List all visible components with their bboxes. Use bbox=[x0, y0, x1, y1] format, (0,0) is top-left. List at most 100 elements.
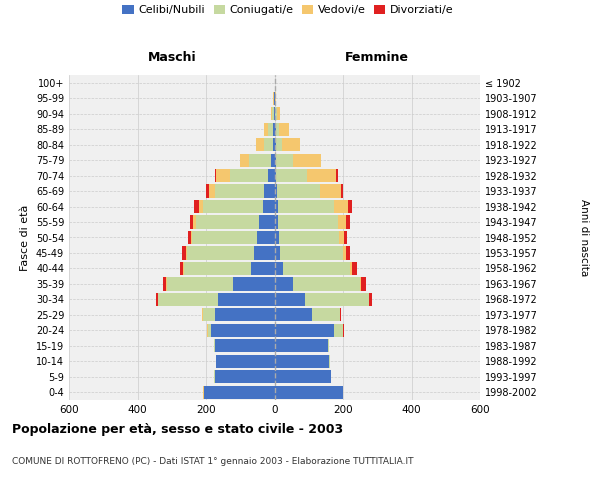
Bar bbox=[233, 278, 275, 290]
Bar bbox=[293, 154, 321, 166]
Bar bbox=[275, 184, 277, 198]
Bar bbox=[216, 354, 275, 368]
Bar bbox=[276, 154, 293, 166]
Bar bbox=[259, 216, 275, 228]
Bar bbox=[156, 293, 158, 306]
Bar bbox=[341, 184, 343, 198]
Bar bbox=[215, 308, 275, 322]
Bar bbox=[180, 262, 183, 275]
Bar bbox=[275, 293, 305, 306]
Bar bbox=[215, 370, 275, 384]
Legend: Celibi/Nubili, Coniugati/e, Vedovi/e, Divorziati/e: Celibi/Nubili, Coniugati/e, Vedovi/e, Di… bbox=[118, 0, 458, 20]
Bar bbox=[277, 107, 280, 120]
Bar bbox=[307, 169, 336, 182]
Bar bbox=[343, 246, 346, 260]
Bar bbox=[263, 200, 275, 213]
Bar bbox=[278, 231, 338, 244]
Bar bbox=[275, 386, 343, 399]
Bar bbox=[257, 231, 275, 244]
Bar bbox=[278, 216, 338, 228]
Bar bbox=[275, 169, 276, 182]
Bar bbox=[275, 154, 276, 166]
Bar bbox=[352, 262, 356, 275]
Bar bbox=[264, 184, 275, 198]
Bar bbox=[188, 231, 191, 244]
Bar bbox=[348, 200, 352, 213]
Bar bbox=[166, 278, 167, 290]
Bar bbox=[320, 184, 341, 198]
Text: Femmine: Femmine bbox=[345, 51, 409, 64]
Bar bbox=[275, 324, 334, 337]
Bar bbox=[254, 246, 275, 260]
Bar bbox=[271, 107, 272, 120]
Bar bbox=[183, 262, 184, 275]
Bar bbox=[218, 293, 275, 306]
Bar bbox=[275, 354, 329, 368]
Bar bbox=[328, 340, 329, 352]
Bar bbox=[214, 340, 215, 352]
Bar bbox=[240, 154, 249, 166]
Y-axis label: Anni di nascita: Anni di nascita bbox=[580, 199, 589, 276]
Bar bbox=[268, 122, 273, 136]
Bar bbox=[283, 138, 299, 151]
Bar bbox=[275, 231, 278, 244]
Bar bbox=[204, 386, 275, 399]
Bar bbox=[275, 138, 283, 151]
Bar bbox=[293, 278, 360, 290]
Bar bbox=[344, 231, 347, 244]
Bar bbox=[368, 293, 370, 306]
Bar bbox=[216, 169, 230, 182]
Bar bbox=[264, 122, 268, 136]
Bar bbox=[190, 216, 193, 228]
Bar bbox=[208, 324, 211, 337]
Bar bbox=[280, 246, 343, 260]
Bar bbox=[194, 200, 199, 213]
Bar bbox=[203, 200, 263, 213]
Bar bbox=[230, 169, 268, 182]
Bar bbox=[209, 184, 215, 198]
Bar bbox=[334, 324, 343, 337]
Bar bbox=[215, 354, 216, 368]
Bar bbox=[279, 122, 289, 136]
Bar bbox=[184, 262, 251, 275]
Text: Popolazione per età, sesso e stato civile - 2003: Popolazione per età, sesso e stato civil… bbox=[12, 422, 343, 436]
Bar bbox=[193, 216, 196, 228]
Bar bbox=[305, 293, 368, 306]
Text: COMUNE DI ROTTOFRENO (PC) - Dati ISTAT 1° gennaio 2003 - Elaborazione TUTTITALIA: COMUNE DI ROTTOFRENO (PC) - Dati ISTAT 1… bbox=[12, 458, 413, 466]
Bar bbox=[275, 216, 278, 228]
Bar bbox=[370, 293, 372, 306]
Bar bbox=[203, 386, 204, 399]
Bar bbox=[251, 262, 275, 275]
Bar bbox=[275, 92, 276, 105]
Bar bbox=[211, 324, 275, 337]
Bar bbox=[274, 107, 275, 120]
Bar bbox=[191, 231, 193, 244]
Bar bbox=[312, 308, 340, 322]
Bar bbox=[271, 154, 275, 166]
Bar bbox=[206, 184, 209, 198]
Bar bbox=[158, 293, 218, 306]
Bar bbox=[275, 107, 277, 120]
Bar bbox=[275, 340, 328, 352]
Bar bbox=[215, 340, 275, 352]
Bar bbox=[193, 231, 257, 244]
Bar bbox=[275, 278, 293, 290]
Bar bbox=[187, 246, 254, 260]
Bar bbox=[275, 200, 278, 213]
Bar bbox=[277, 184, 320, 198]
Bar bbox=[338, 216, 346, 228]
Bar bbox=[340, 308, 341, 322]
Bar bbox=[346, 246, 350, 260]
Bar bbox=[275, 370, 331, 384]
Bar bbox=[360, 278, 361, 290]
Bar bbox=[275, 308, 312, 322]
Bar bbox=[334, 200, 348, 213]
Bar bbox=[329, 354, 331, 368]
Bar bbox=[215, 169, 216, 182]
Bar bbox=[272, 107, 274, 120]
Bar bbox=[273, 122, 275, 136]
Bar bbox=[361, 278, 366, 290]
Bar bbox=[186, 246, 187, 260]
Bar bbox=[275, 122, 279, 136]
Y-axis label: Fasce di età: Fasce di età bbox=[20, 204, 30, 270]
